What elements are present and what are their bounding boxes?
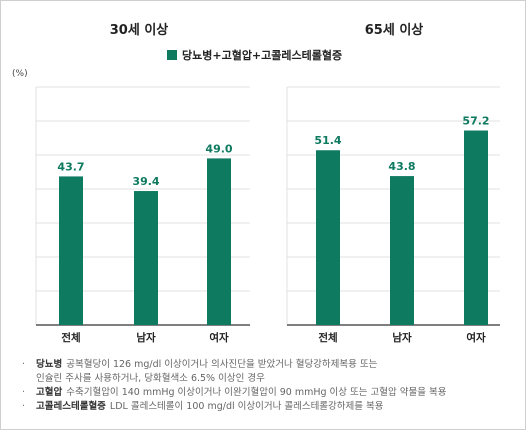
bar-65plus-0 (316, 150, 340, 325)
data-label: 49.0 (205, 142, 232, 155)
category-label: 여자 (209, 331, 229, 344)
bar-30plus-0 (59, 176, 83, 325)
footnote-text: 수축기혈압이 140 mmHg 이상이거나 이완기혈압이 90 mmHg 이상 … (66, 387, 447, 398)
category-label: 전체 (61, 331, 80, 344)
category-label: 남자 (136, 331, 156, 344)
y-unit-label: (%) (12, 69, 28, 79)
footnote-text: LDL 콜레스테롤이 100 mg/dl 이상이거나 콜레스테롤강하제를 복용 (109, 401, 384, 412)
category-label: 여자 (466, 331, 486, 344)
data-label: 57.2 (462, 115, 489, 128)
footnote-diabetes: · 당뇨병 공복혈당이 126 mg/dl 이상이거나 의사진단을 받았거나 혈당… (22, 359, 378, 370)
footnote-text: 공복혈당이 126 mg/dl 이상이거나 의사진단을 받았거나 혈당강하제복용… (66, 359, 378, 370)
data-label: 39.4 (132, 175, 159, 188)
legend-label: 당뇨병+고혈압+고콜레스테롤혈증 (182, 48, 342, 62)
bar-30plus-1 (134, 191, 158, 325)
bar-65plus-1 (390, 176, 414, 325)
footnote-diabetes-cont: 인슐린 주사를 사용하거나, 당화혈색소 6.5% 이상인 경우 (22, 372, 512, 386)
data-label: 51.4 (314, 134, 341, 147)
footnote-hypercholesterolemia: · 고콜레스테롤혈증 LDL 콜레스테롤이 100 mg/dl 이상이거나 콜레스… (22, 401, 384, 412)
footnote-text: 인슐린 주사를 사용하거나, 당화혈색소 6.5% 이상인 경우 (36, 373, 265, 384)
data-label: 43.8 (388, 160, 415, 173)
panel-title-left: 30세 이상 (110, 22, 169, 38)
footnotes: · 당뇨병 공복혈당이 126 mg/dl 이상이거나 의사진단을 받았거나 혈당… (22, 358, 512, 414)
legend-swatch (167, 50, 177, 60)
footnote-term: 고혈압 (36, 387, 63, 398)
footnote-term: 당뇨병 (36, 359, 63, 370)
category-label: 남자 (392, 331, 412, 344)
data-label: 43.7 (57, 160, 84, 173)
bar-chart: 30세 이상 65세 이상 당뇨병+고혈압+고콜레스테롤혈증 (%) 43.7 전… (12, 22, 500, 344)
footnote-hypertension: · 고혈압 수축기혈압이 140 mmHg 이상이거나 이완기혈압이 90 mmH… (22, 387, 447, 398)
bar-30plus-2 (207, 158, 231, 325)
category-label: 전체 (318, 331, 337, 344)
bar-65plus-2 (464, 130, 488, 325)
panel-title-right: 65세 이상 (365, 22, 424, 38)
footnote-term: 고콜레스테롤혈증 (36, 401, 106, 412)
